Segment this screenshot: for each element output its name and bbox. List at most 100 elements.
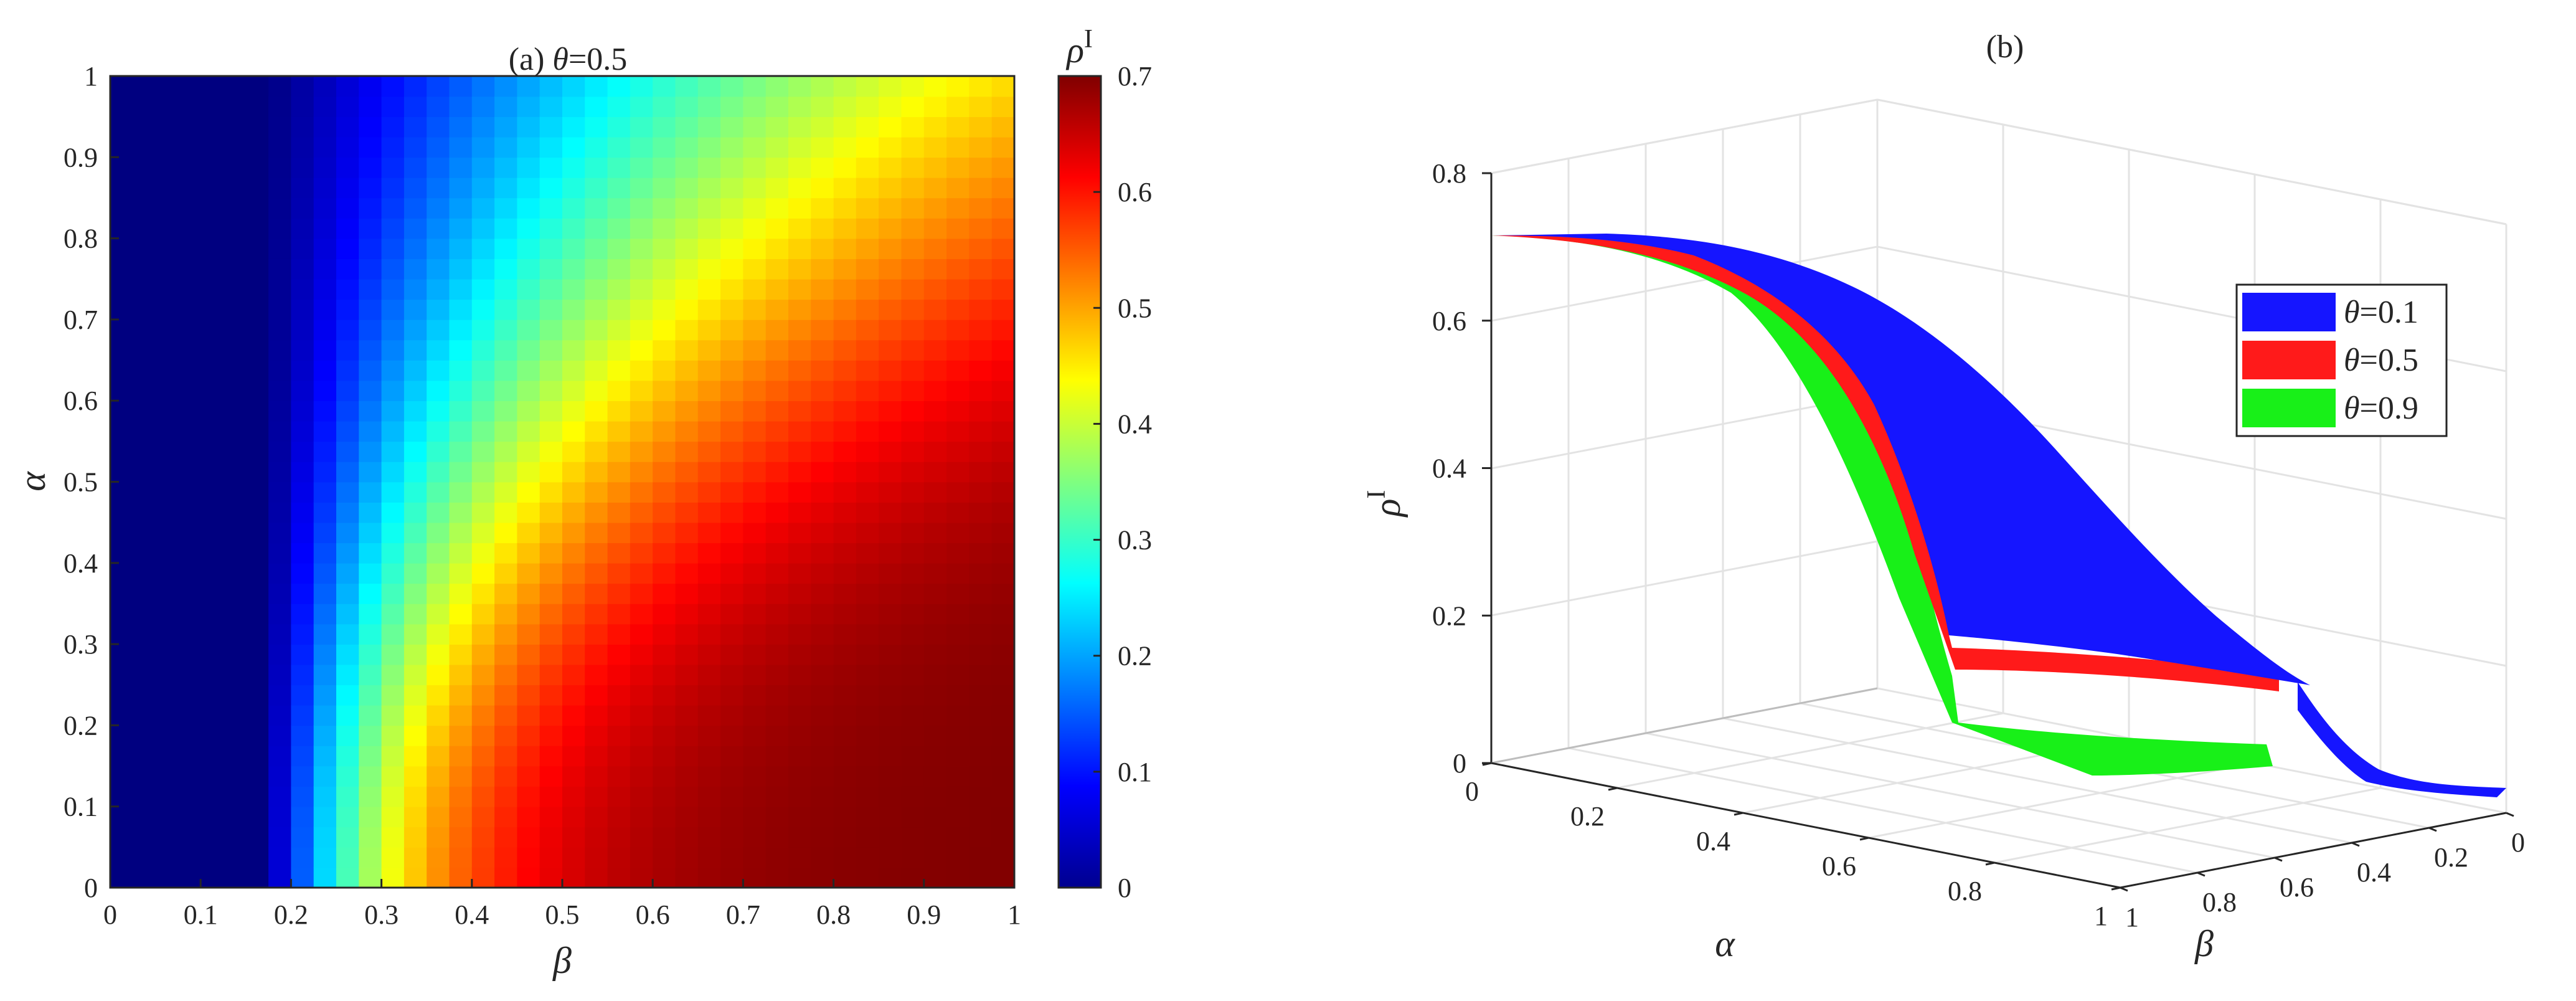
heatmap-cell [675, 745, 699, 767]
heatmap-cell [720, 725, 744, 746]
heatmap-cell [313, 360, 337, 381]
heatmap-cell [403, 766, 427, 787]
heatmap-cell [585, 177, 608, 199]
heatmap-cell [923, 299, 947, 320]
heatmap-cell [201, 238, 224, 259]
heatmap-cell [494, 502, 518, 523]
heatmap-cell [539, 339, 563, 361]
heatmap-cell [336, 725, 360, 746]
heatmap-cell [585, 360, 608, 381]
heatmap-cell [607, 847, 631, 868]
heatmap-xlabel: β [552, 940, 572, 981]
heatmap-cell [765, 278, 789, 300]
heatmap-cell [697, 745, 721, 767]
heatmap-cell [630, 827, 653, 848]
heatmap-cell [449, 725, 473, 746]
heatmap-cell [155, 806, 179, 828]
heatmap-cell [313, 745, 337, 767]
heatmap-cell [969, 259, 993, 280]
heatmap-cell [427, 299, 450, 320]
heatmap-cell [449, 847, 473, 868]
heatmap-cell [359, 502, 382, 523]
heatmap-cell [856, 319, 879, 341]
heatmap-cell [110, 725, 134, 746]
heatmap-cell [923, 177, 947, 199]
heatmap-cell [856, 583, 879, 604]
heatmap-cell [833, 867, 857, 888]
heatmap-cell [403, 725, 427, 746]
heatmap-cell [969, 704, 993, 726]
heatmap-cell [449, 766, 473, 787]
heatmap-cell [201, 116, 224, 138]
heatmap-xtick-label: 0.8 [816, 899, 851, 930]
heatmap-cell [653, 806, 676, 828]
heatmap-cell [923, 847, 947, 868]
heatmap-cell [856, 543, 879, 564]
heatmap-cell [291, 502, 314, 523]
heatmap-cell [697, 319, 721, 341]
heatmap-cell [133, 766, 156, 787]
heatmap-cell [494, 644, 518, 665]
heatmap-cell [991, 562, 1015, 584]
surface-alpha-tick [1482, 762, 1492, 766]
heatmap-cell [856, 603, 879, 625]
heatmap-cell [494, 766, 518, 787]
heatmap-cell [201, 766, 224, 787]
heatmap-cell [765, 644, 789, 665]
heatmap-cell [788, 603, 812, 625]
heatmap-cell [177, 624, 201, 645]
heatmap-cell [449, 299, 473, 320]
heatmap-cell [879, 603, 902, 625]
heatmap-cell [743, 420, 767, 442]
heatmap-xtick-label: 0.4 [455, 899, 489, 930]
heatmap-cell [585, 583, 608, 604]
heatmap-cell [607, 136, 631, 158]
heatmap-cell [245, 685, 269, 706]
heatmap-cell [720, 827, 744, 848]
heatmap-cell [403, 562, 427, 584]
heatmap-cell [969, 766, 993, 787]
heatmap-cell [201, 218, 224, 239]
heatmap-cell [403, 177, 427, 199]
colorbar-label: ρI [1065, 25, 1093, 70]
heatmap-cell [697, 603, 721, 625]
heatmap-cell [788, 380, 812, 401]
heatmap-cell [177, 562, 201, 584]
heatmap-cell [268, 177, 292, 199]
heatmap-cell [268, 299, 292, 320]
heatmap-cell [856, 827, 879, 848]
heatmap-cell [630, 278, 653, 300]
heatmap-cell [923, 461, 947, 483]
heatmap-cell [403, 278, 427, 300]
heatmap-cell [403, 197, 427, 219]
heatmap-xtick-label: 0 [103, 899, 117, 930]
heatmap-cell [630, 339, 653, 361]
heatmap-cell [811, 624, 834, 645]
heatmap-cell [562, 786, 586, 807]
heatmap-cell [833, 786, 857, 807]
heatmap-cell [675, 218, 699, 239]
heatmap-cell [223, 786, 247, 807]
heatmap-cell [494, 583, 518, 604]
heatmap-cell [562, 704, 586, 726]
heatmap-cell [245, 482, 269, 503]
heatmap-cell [449, 177, 473, 199]
heatmap-cell [901, 461, 925, 483]
heatmap-cell [155, 786, 179, 807]
heatmap-cell [607, 360, 631, 381]
heatmap-cell [427, 482, 450, 503]
heatmap-cell [471, 380, 495, 401]
heatmap-cell [245, 76, 269, 97]
heatmap-cell [268, 867, 292, 888]
heatmap-cell [336, 380, 360, 401]
heatmap-cell [471, 96, 495, 117]
heatmap-cell [403, 482, 427, 503]
heatmap-cell [811, 583, 834, 604]
heatmap-cell [313, 136, 337, 158]
heatmap-cell [291, 482, 314, 503]
heatmap-cell [403, 259, 427, 280]
heatmap-cell [788, 847, 812, 868]
heatmap-cell [630, 177, 653, 199]
heatmap-cell [359, 624, 382, 645]
heatmap-cell [155, 704, 179, 726]
